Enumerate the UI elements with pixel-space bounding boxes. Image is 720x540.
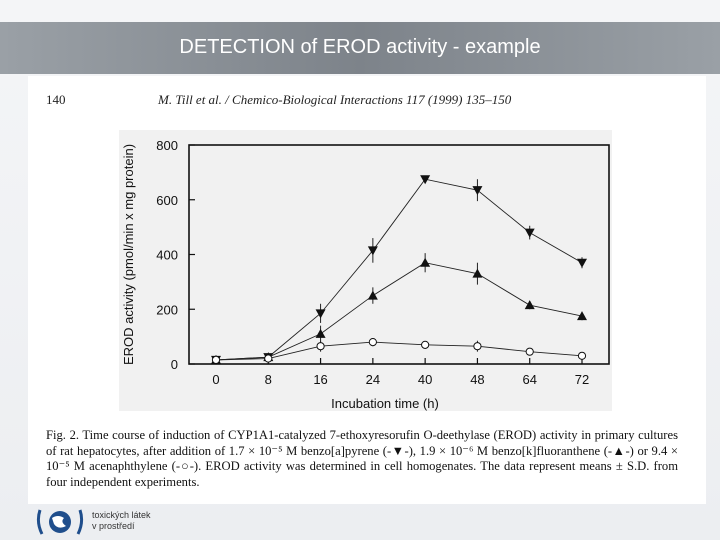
- logo-text-line2: v prostředí: [92, 521, 135, 531]
- data-point-triangle-down: [472, 186, 483, 196]
- logo-text: toxických látek v prostředí: [92, 510, 151, 532]
- data-point-triangle-down: [420, 175, 431, 185]
- data-point-circle: [577, 351, 587, 360]
- x-tick-label: 8: [265, 372, 272, 387]
- series-1-line: [215, 178, 583, 361]
- x-tick-label: 0: [212, 372, 219, 387]
- data-point-circle: [473, 342, 482, 351]
- y-axis-label: EROD activity (pmol/min x mg protein): [121, 144, 136, 365]
- plot-frame: [188, 144, 610, 365]
- data-point-circle: [368, 338, 377, 347]
- x-axis-label: Incubation time (h): [331, 396, 439, 411]
- data-point-triangle-up: [420, 257, 431, 267]
- y-tick-label: 800: [156, 138, 178, 153]
- data-point-circle: [264, 354, 273, 363]
- journal-citation: M. Till et al. / Chemico-Biological Inte…: [158, 92, 512, 107]
- data-point-circle: [421, 340, 430, 349]
- data-point-triangle-up: [472, 268, 483, 278]
- series-2-line: [215, 262, 583, 361]
- x-tick-label: 24: [366, 372, 380, 387]
- data-point-circle: [525, 347, 534, 356]
- data-point-triangle-down: [367, 246, 378, 256]
- x-tick-label: 64: [522, 372, 536, 387]
- page-number: 140: [46, 92, 66, 107]
- x-tick-label: 40: [418, 372, 432, 387]
- data-point-circle: [316, 342, 325, 351]
- data-point-triangle-down: [524, 228, 535, 238]
- slide-title: DETECTION of EROD activity - example: [179, 36, 541, 58]
- data-point-circle: [211, 355, 221, 364]
- data-point-triangle-up: [577, 311, 587, 321]
- title-bar: [0, 22, 720, 74]
- x-tick-label: 48: [470, 372, 484, 387]
- x-tick-label: 72: [575, 372, 589, 387]
- y-tick-label: 200: [156, 302, 178, 317]
- data-point-triangle-up: [367, 290, 378, 300]
- logo-text-line1: toxických látek: [92, 510, 151, 520]
- data-point-triangle-down: [577, 258, 587, 268]
- series-3-line: [215, 341, 583, 361]
- figure-caption: Fig. 2. Time course of induction of CYP1…: [46, 428, 678, 489]
- x-tick-label: 16: [313, 372, 327, 387]
- y-tick-label: 600: [156, 193, 178, 208]
- data-point-triangle-down: [315, 309, 326, 319]
- institution-logo-icon: [36, 509, 84, 535]
- data-point-triangle-up: [524, 300, 535, 310]
- y-tick-label: 400: [156, 248, 178, 263]
- data-point-triangle-up: [315, 328, 326, 338]
- y-tick-label: 0: [171, 357, 178, 372]
